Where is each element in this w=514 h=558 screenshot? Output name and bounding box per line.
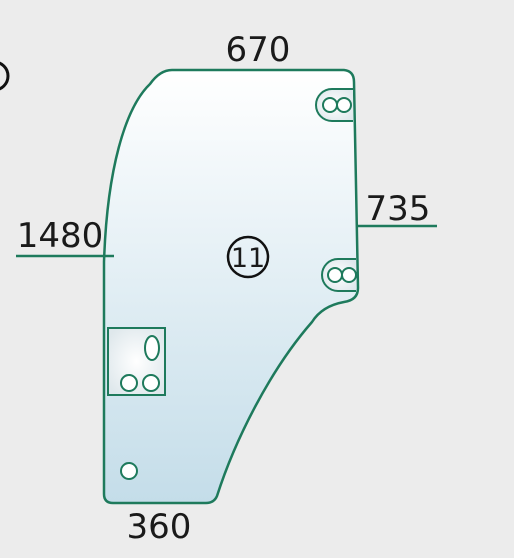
upper-hinge-hole-1 (322, 97, 338, 113)
bracket-hole-2 (142, 374, 160, 392)
bottom-mount-hole (120, 462, 138, 480)
glass-panel-outline (102, 68, 360, 505)
part-number-circle (226, 235, 270, 279)
lower-hinge-slot (321, 258, 357, 292)
left-dimension-label: 1480 (17, 216, 104, 256)
handle-bracket (107, 327, 166, 396)
part-number-label: 11 (231, 243, 265, 274)
top-dimension-label: 670 (226, 30, 291, 70)
upper-hinge-hole-2 (336, 97, 352, 113)
upper-hinge-slot (315, 88, 353, 122)
lower-hinge-hole-1 (327, 267, 343, 283)
right-dimension-label: 735 (366, 189, 431, 229)
lower-hinge-hole-2 (341, 267, 357, 283)
cropped-circle-edge (0, 61, 10, 91)
bottom-dimension-label: 360 (127, 507, 192, 547)
bracket-slot-hole (144, 335, 160, 361)
bracket-hole-1 (120, 374, 138, 392)
